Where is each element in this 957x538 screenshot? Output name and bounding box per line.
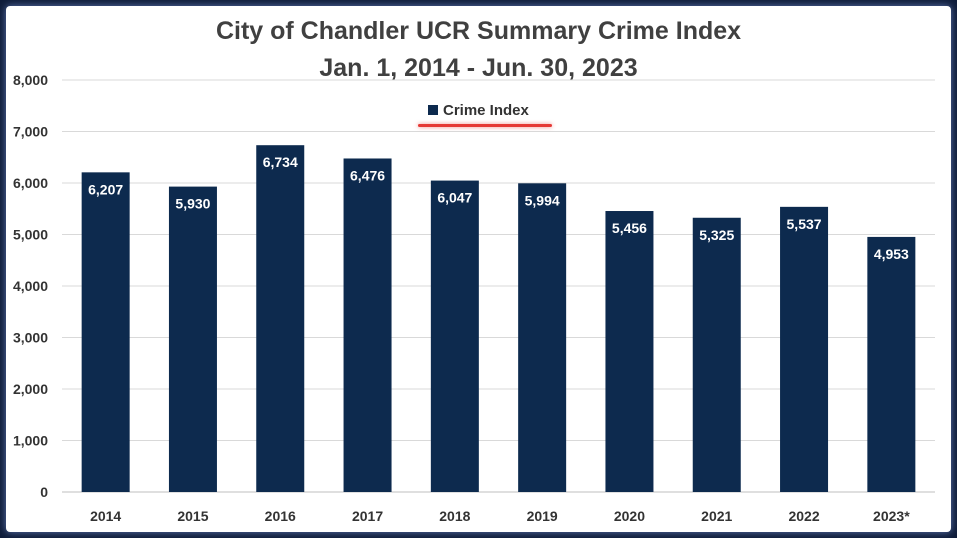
x-tick-label: 2023* [873, 508, 910, 524]
legend-swatch [428, 105, 438, 115]
legend-label: Crime Index [443, 101, 529, 119]
bar [692, 217, 741, 492]
bar [518, 183, 567, 492]
x-tick-label: 2017 [352, 508, 383, 524]
y-tick-label: 7,000 [13, 124, 48, 140]
bar [168, 186, 217, 493]
x-tick-label: 2022 [788, 508, 819, 524]
data-label: 5,325 [699, 227, 734, 243]
data-label: 5,537 [787, 216, 822, 232]
x-tick-label: 2016 [265, 508, 296, 524]
y-tick-label: 2,000 [13, 381, 48, 397]
data-label: 5,930 [175, 196, 210, 212]
data-label: 4,953 [874, 246, 909, 262]
legend: Crime Index [428, 100, 529, 120]
x-tick-label: 2014 [90, 508, 121, 524]
data-label: 6,207 [88, 181, 123, 197]
x-tick-label: 2020 [614, 508, 645, 524]
x-tick-label: 2019 [527, 508, 558, 524]
data-label: 6,047 [437, 190, 472, 206]
data-label: 5,456 [612, 220, 647, 236]
bar [430, 180, 479, 492]
bar [343, 158, 392, 492]
y-tick-label: 1,000 [13, 433, 48, 449]
y-tick-label: 4,000 [13, 278, 48, 294]
y-tick-label: 3,000 [13, 330, 48, 346]
data-label: 6,476 [350, 167, 385, 183]
y-tick-label: 6,000 [13, 175, 48, 191]
y-tick-label: 8,000 [13, 72, 48, 88]
data-label: 5,994 [525, 192, 560, 208]
y-tick-label: 5,000 [13, 227, 48, 243]
bar [867, 236, 916, 492]
chart-title: City of Chandler UCR Summary Crime Index [215, 17, 742, 45]
data-label: 6,734 [263, 154, 298, 170]
bar [605, 211, 654, 493]
x-tick-label: 2021 [701, 508, 732, 524]
legend-underline-annotation [418, 124, 552, 127]
bar [81, 172, 130, 493]
bar [780, 206, 829, 493]
y-tick-label: 0 [40, 484, 48, 500]
x-tick-label: 2015 [177, 508, 208, 524]
chart-subtitle: Jan. 1, 2014 - Jun. 30, 2023 [319, 54, 638, 82]
x-tick-label: 2018 [439, 508, 470, 524]
bar [256, 145, 305, 492]
